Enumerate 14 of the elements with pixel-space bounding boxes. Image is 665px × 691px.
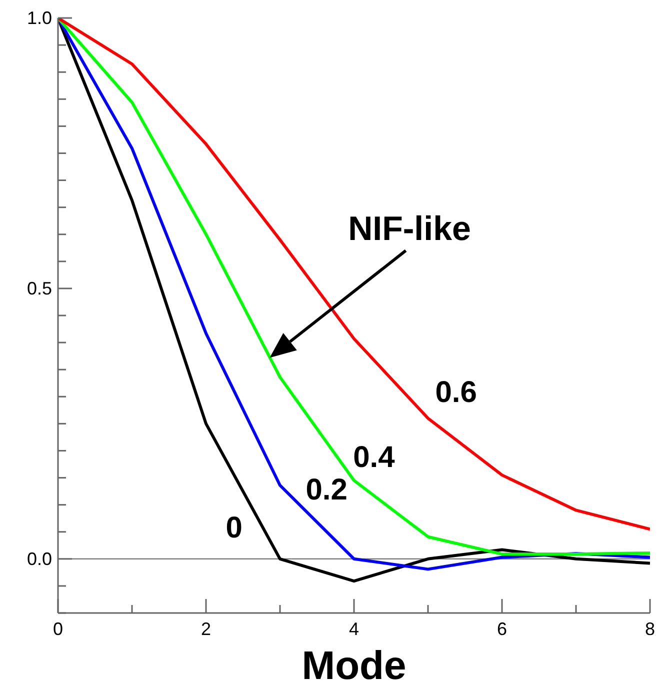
y-tick-label: 0.0 [26, 548, 52, 569]
y-tick-label: 0.5 [26, 278, 52, 298]
x-tick-label: 6 [496, 619, 508, 639]
x-tick-label: 0 [52, 619, 64, 639]
x-tick-label: 4 [348, 619, 360, 639]
series-label: 0 [226, 511, 242, 544]
x-tick-label: 8 [644, 619, 656, 639]
annotation: NIF-like [348, 210, 471, 248]
series-label: 0.4 [353, 440, 396, 474]
series-label: 0.2 [306, 473, 348, 506]
x-tick-label: 2 [200, 619, 212, 639]
series-label: 0.6 [435, 376, 477, 410]
x-axis-title: Mode [302, 644, 406, 688]
y-tick-label: 1.0 [26, 8, 52, 28]
